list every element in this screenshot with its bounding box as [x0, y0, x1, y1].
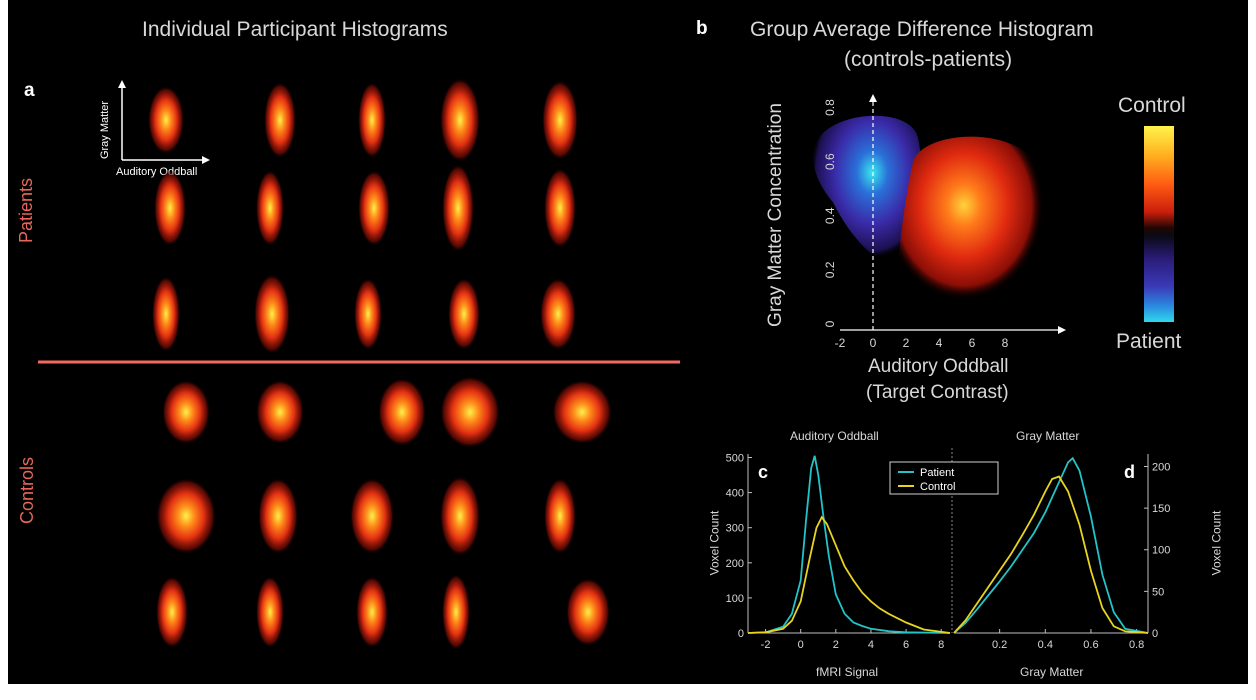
participant-histogram-11 [152, 276, 180, 352]
participant-histogram-12 [254, 274, 290, 354]
chart-c-xtick: 8 [938, 639, 944, 651]
chart-c-ytick: 0 [738, 628, 744, 640]
panel-a-inset-axes [118, 80, 210, 164]
chart-c-xtick: 4 [868, 639, 874, 651]
heatmap-ytick: 0.8 [823, 99, 837, 116]
chart-d-xtick: 0.8 [1129, 639, 1144, 651]
participant-histogram-30 [566, 578, 610, 646]
participant-histogram-9 [442, 164, 474, 252]
chart-d-series-patient [953, 456, 1149, 634]
participant-histogram-15 [540, 278, 576, 350]
chart-d-series-control [953, 475, 1149, 634]
panel-a-letter: a [24, 80, 35, 101]
chart-c-series-control [747, 515, 951, 634]
colorbar [1144, 126, 1174, 322]
participant-histogram-3 [358, 82, 386, 158]
panel-c-top-label: Auditory Oddball [790, 429, 879, 443]
participant-histogram-7 [256, 170, 284, 246]
participant-histogram-13 [354, 278, 382, 350]
chart-d-ytick: 200 [1152, 461, 1170, 473]
participant-histogram-16 [162, 380, 210, 444]
participant-histogram-27 [256, 576, 284, 648]
chart-d-xtick: 0.4 [1038, 639, 1053, 651]
panel-c-letter: c [758, 462, 769, 482]
heatmap-ytick: 0 [823, 320, 837, 327]
heatmap-ytick: 0.4 [823, 207, 837, 224]
chart-c-ytick: 100 [726, 593, 744, 605]
heatmap-xtick: 6 [969, 336, 976, 350]
panel-b-letter: b [696, 18, 708, 39]
participant-histogram-17 [256, 380, 304, 444]
chart-c-ytick: 300 [726, 523, 744, 535]
participant-histogram-26 [156, 576, 188, 648]
chart-c-xlabel: fMRI Signal [816, 665, 879, 679]
participant-histogram-14 [448, 278, 480, 350]
chart-c-xtick: 2 [833, 639, 839, 651]
colorbar-bottom-label: Patient [1116, 330, 1182, 353]
chart-d-ytick: 0 [1152, 628, 1158, 640]
participant-histogram-6 [154, 170, 186, 246]
legend-label-control: Control [920, 481, 955, 493]
chart-c-xtick: -2 [761, 639, 771, 651]
heatmap-xtick: -2 [835, 336, 846, 350]
chart-c-xtick: 0 [798, 639, 804, 651]
panel-b-title-line1: Group Average Difference Histogram [750, 18, 1094, 41]
participant-histogram-1 [148, 86, 184, 154]
chart-c-ytick: 500 [726, 453, 744, 465]
voxel-count-line-charts: 0 100 200 300 400 500 -2 0 2 4 6 8 0 50 100 150 200 0.2 0… [726, 448, 1170, 651]
panel-b-title-line2: (controls-patients) [844, 48, 1013, 71]
participant-histogram-25 [544, 478, 576, 554]
panel-d-letter: d [1124, 462, 1135, 482]
colorbar-top-label: Control [1118, 94, 1186, 117]
heatmap-xlabel-line2: (Target Contrast) [866, 382, 1009, 403]
figure-panel: Individual Participant Histograms a Gray… [8, 0, 1248, 684]
legend-label-patient: Patient [920, 467, 954, 479]
chart-d-xtick: 0.2 [992, 639, 1007, 651]
heatmap-xtick: 2 [903, 336, 910, 350]
participant-histogram-19 [440, 376, 500, 448]
panel-a-title: Individual Participant Histograms [142, 18, 448, 41]
heatmap-xtick: 8 [1002, 336, 1009, 350]
chart-d-xtick: 0.6 [1083, 639, 1098, 651]
participant-histogram-4 [440, 78, 480, 162]
difference-heatmap: -2 0 2 4 6 8 0 0.2 0.4 0.6 0.8 [812, 94, 1066, 350]
participant-histogram-8 [358, 170, 390, 246]
chart-c-xtick: 6 [903, 639, 909, 651]
chart-d-ytick: 150 [1152, 503, 1170, 515]
participant-histograms [38, 78, 680, 650]
heatmap-region-control [898, 136, 1044, 309]
participant-histogram-29 [442, 574, 470, 650]
panel-d-top-label: Gray Matter [1016, 429, 1080, 443]
chart-c-ytick: 200 [726, 558, 744, 570]
heatmap-region-patient [812, 115, 921, 266]
heatmap-ytick: 0.6 [823, 153, 837, 170]
participant-histogram-2 [264, 82, 296, 158]
chart-d-xlabel: Gray Matter [1020, 665, 1084, 679]
participant-histogram-20 [552, 380, 612, 444]
chart-c-ylabel: Voxel Count [707, 510, 722, 576]
chart-c-series-patient [747, 455, 951, 634]
participant-histogram-22 [258, 478, 298, 554]
participant-histogram-23 [350, 478, 394, 554]
participant-histogram-10 [544, 168, 576, 248]
participant-histogram-28 [356, 576, 388, 648]
heatmap-ytick: 0.2 [823, 261, 837, 278]
heatmap-xlabel-line1: Auditory Oddball [868, 356, 1009, 377]
participant-histogram-21 [156, 478, 216, 554]
participant-histogram-24 [440, 476, 480, 556]
participant-histogram-18 [378, 378, 426, 446]
chart-c-ytick: 400 [726, 488, 744, 500]
chart-d-ylabel: Voxel Count [1209, 510, 1224, 576]
heatmap-xtick: 4 [936, 336, 943, 350]
chart-d-ytick: 100 [1152, 545, 1170, 557]
participant-histogram-5 [542, 80, 578, 160]
chart-d-ytick: 50 [1152, 586, 1164, 598]
legend-box [889, 461, 999, 495]
heatmap-xtick: 0 [870, 336, 877, 350]
